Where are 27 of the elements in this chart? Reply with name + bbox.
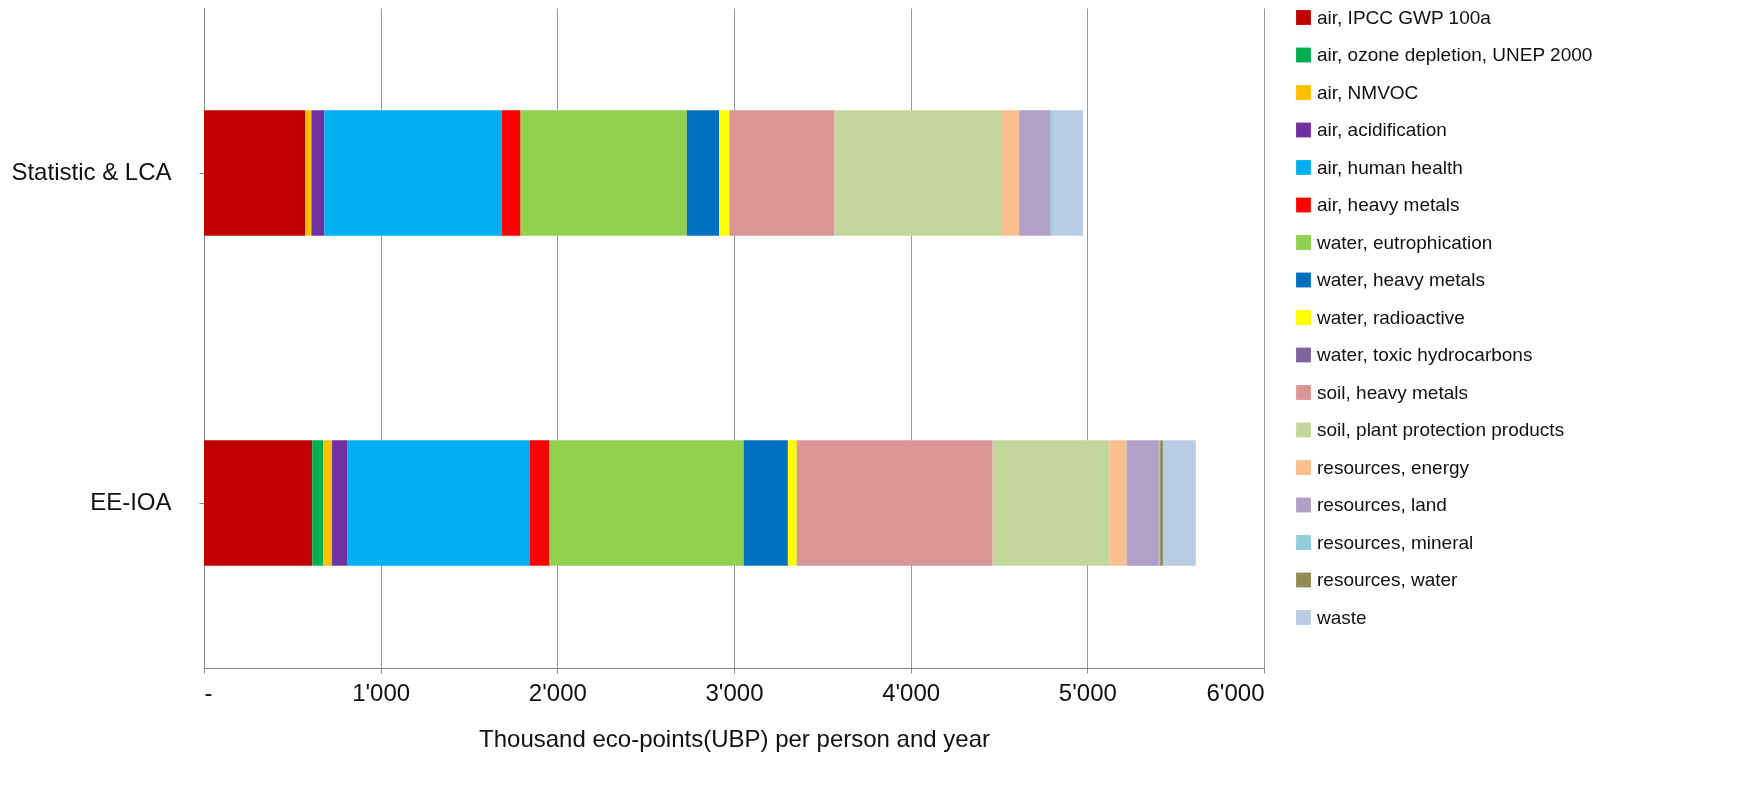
legend-label: air, human health xyxy=(1317,156,1463,178)
legend-label: air, heavy metals xyxy=(1317,194,1460,215)
x-tick-label: 4'000 xyxy=(882,678,941,706)
x-tick-label: 3'000 xyxy=(705,678,764,706)
x-tick-label: - xyxy=(204,678,213,706)
legend-label: resources, mineral xyxy=(1317,531,1474,553)
x-tick-label: 6'000 xyxy=(1206,678,1265,706)
legend-label: air, IPCC GWP 100a xyxy=(1317,6,1492,28)
x-tick-label: 2'000 xyxy=(528,678,587,706)
y-tick-label: EE-IOA xyxy=(90,488,172,515)
legend-label: resources, water xyxy=(1317,569,1459,590)
legend-label: resources, land xyxy=(1317,494,1447,515)
legend-label: water, toxic hydrocarbons xyxy=(1316,344,1533,365)
legend-label: soil, plant protection products xyxy=(1317,419,1565,440)
legend-label: air, acidification xyxy=(1317,119,1447,140)
legend-label: soil, heavy metals xyxy=(1317,381,1469,403)
legend-label: water, radioactive xyxy=(1316,306,1465,328)
x-axis-title: Thousand eco-points(UBP) per person and year xyxy=(479,724,990,752)
legend-label: resources, energy xyxy=(1317,456,1470,478)
legend-label: air, NMVOC xyxy=(1317,81,1419,103)
y-tick-label: Statistic & LCA xyxy=(11,158,172,185)
x-tick-label: 1'000 xyxy=(352,678,411,706)
legend-label: water, eutrophication xyxy=(1316,231,1493,253)
legend-label: waste xyxy=(1316,606,1367,628)
x-tick-label: 5'000 xyxy=(1058,678,1117,706)
legend-label: water, heavy metals xyxy=(1316,269,1485,290)
legend-label: air, ozone depletion, UNEP 2000 xyxy=(1317,44,1593,65)
